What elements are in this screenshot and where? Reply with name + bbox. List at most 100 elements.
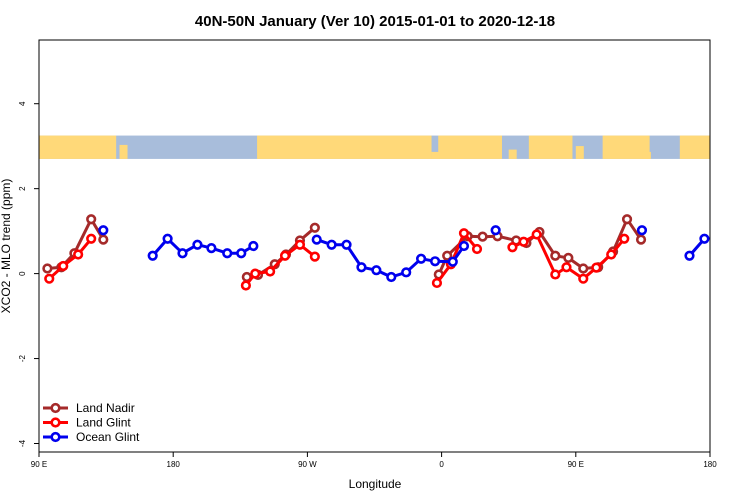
series-1-point-0-1 (58, 260, 69, 272)
series-1-point-1-2 (265, 266, 276, 277)
series-2-point-1-0 (147, 250, 158, 261)
chart-title: 40N-50N January (Ver 10) 2015-01-01 to 2… (195, 13, 555, 30)
map-coast-5 (642, 151, 651, 159)
x-axis: 90 E 180 90 W 0 90 E 180 (31, 452, 717, 469)
series-0-point-0-4 (98, 234, 109, 245)
map-coast-4 (575, 146, 584, 159)
plot-frame (38, 39, 711, 453)
legend-label-2: Ocean Glint (76, 430, 140, 444)
series-0-point-2-14 (635, 234, 647, 245)
series-1-point-0-2 (73, 249, 84, 260)
series-2-point-2-6 (401, 267, 412, 278)
series-1-point-3-3 (550, 269, 561, 280)
series-2-point-1-6 (236, 248, 247, 259)
map-land-2 (438, 135, 502, 159)
legend-label-1: Land Glint (76, 416, 131, 430)
map-coast-1 (431, 151, 440, 159)
series-0-point-0-0 (42, 263, 53, 274)
series-2-point-0-0 (98, 225, 109, 236)
series-2-point-1-1 (162, 233, 173, 244)
series-2 (98, 225, 710, 283)
series-1-point-2-3 (471, 243, 483, 255)
series-0-point-2-1 (442, 250, 453, 261)
x-tick-label-0: 90 E (31, 460, 47, 469)
x-tick-label-1: 180 (167, 460, 181, 469)
series-2-point-1-7 (248, 240, 259, 252)
series-2-point-1-5 (222, 248, 233, 259)
map-coast-0 (119, 144, 128, 159)
series-1-point-3-5 (578, 273, 589, 284)
series-2-point-2-1 (326, 239, 337, 250)
legend-marker-0 (50, 402, 61, 414)
series-2-point-2-4 (371, 265, 382, 276)
y-tick-label-0: 4 (18, 101, 27, 106)
series-1-point-3-4 (561, 262, 572, 273)
map-strip (39, 135, 710, 159)
series-1-point-2-0 (431, 277, 443, 289)
series-2-point-2-5 (386, 271, 397, 283)
series-2-point-2-9 (447, 256, 458, 267)
y-axis-label: XCO2 - MLO trend (ppm) (0, 179, 13, 314)
plot-series (42, 214, 710, 291)
map-coast-3 (508, 149, 517, 159)
x-axis-label: Longitude (349, 477, 402, 491)
legend-label-0: Land Nadir (76, 401, 135, 415)
map-land-4 (602, 135, 650, 159)
series-0-point-0-3 (86, 214, 97, 225)
legend-marker-2 (50, 431, 61, 443)
map-land-0 (39, 135, 117, 159)
series-1-point-1-4 (294, 239, 306, 250)
series-2-point-3-0 (490, 225, 501, 236)
series-0-point-2-8 (550, 250, 561, 261)
series-1-point-3-1 (518, 236, 529, 247)
x-tick-label-4: 90 E (568, 460, 584, 469)
series-0-point-1-5 (309, 222, 320, 233)
series-0-line-0 (47, 217, 105, 270)
legend-marker-1 (50, 417, 61, 428)
series-0-point-2-10 (578, 263, 589, 274)
series-1-line-0 (48, 237, 93, 280)
series-1-point-1-0 (240, 280, 251, 291)
map-land-1 (257, 135, 432, 159)
series-2-point-5-0 (684, 250, 695, 261)
series-0-point-2-9 (563, 252, 574, 263)
series-2-point-2-3 (356, 262, 367, 273)
series-2-point-5-1 (699, 233, 710, 244)
series-1-point-3-7 (606, 249, 617, 260)
series-1-point-0-3 (86, 233, 97, 244)
x-tick-label-3: 0 (439, 460, 444, 469)
series-1-point-3-6 (591, 262, 602, 273)
series-1-point-2-2 (458, 228, 470, 239)
series-2-point-1-4 (206, 243, 217, 254)
series-1 (44, 228, 630, 291)
y-tick-label-1: 2 (18, 186, 27, 191)
series-0-point-2-13 (621, 214, 633, 225)
series-1-point-3-2 (531, 229, 542, 240)
series-1-point-1-1 (250, 268, 261, 279)
series-0-point-2-3 (477, 231, 488, 242)
x-tick-label-2: 90 W (298, 460, 317, 469)
series-2-point-4-0 (636, 225, 648, 236)
x-tick-label-5: 180 (703, 460, 717, 469)
series-2-point-1-2 (177, 248, 188, 259)
series-1-point-0-0 (44, 273, 55, 284)
series-1-point-3-8 (619, 233, 630, 244)
series-2-point-2-7 (415, 253, 427, 264)
series-1-point-1-5 (309, 251, 320, 262)
map-land-5 (679, 135, 710, 159)
map-land-3 (528, 135, 573, 159)
series-2-point-2-8 (429, 256, 441, 267)
series-2-point-1-3 (192, 239, 203, 250)
series-2-point-2-0 (311, 234, 322, 245)
map-coast-2 (455, 147, 464, 159)
series-2-point-2-10 (458, 240, 470, 252)
y-tick-label-4: -4 (18, 439, 27, 447)
series-1-point-1-3 (279, 250, 291, 261)
series-2-point-2-2 (341, 239, 352, 250)
series-1-point-3-0 (507, 242, 518, 253)
series-1-line-2 (435, 231, 479, 284)
y-axis: 4 2 0 -2 -4 (18, 101, 39, 447)
y-tick-label-3: -2 (18, 354, 27, 362)
